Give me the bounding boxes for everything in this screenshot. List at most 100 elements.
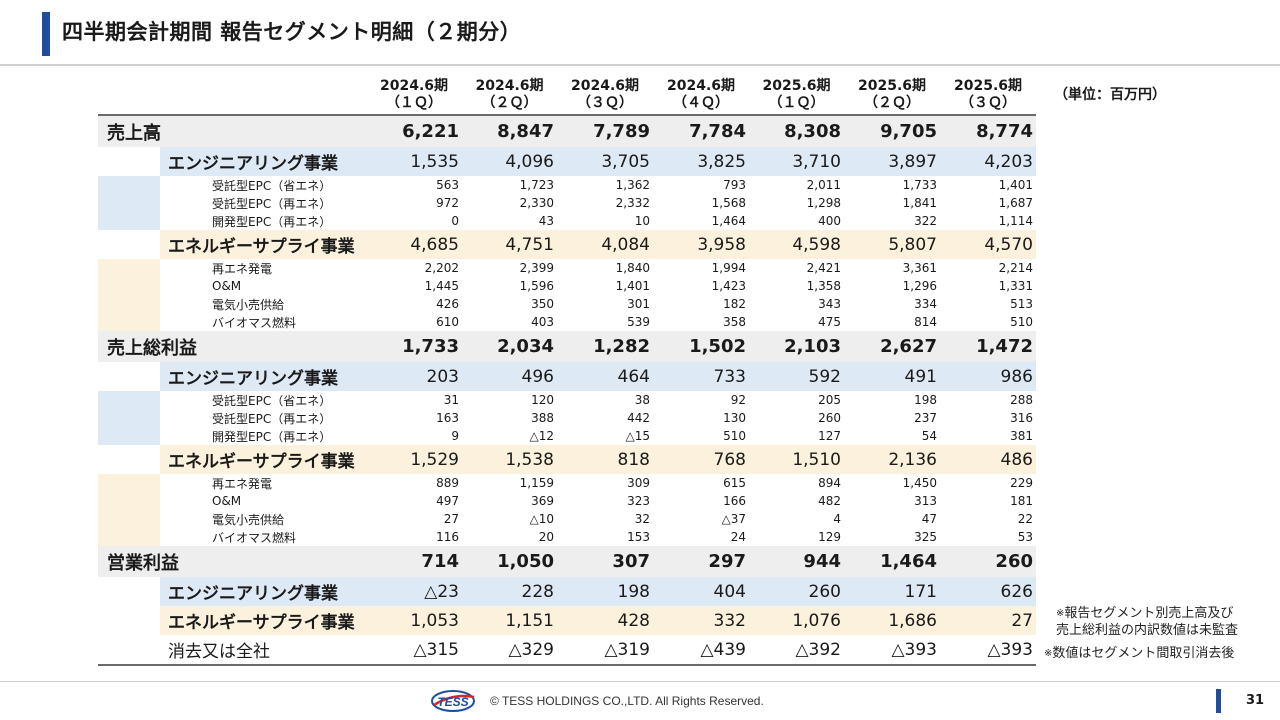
detail-value: 369 [462,492,557,510]
detail-value: 322 [844,212,940,230]
detail-value: △15 [557,427,653,445]
detail-value: 47 [844,510,940,528]
detail-row: 電気小売供給 27 △10 32 △37 4 47 22 [98,510,1036,528]
segment-color-band [98,427,160,445]
segment-value: 626 [940,577,1036,606]
period-year: 2024.6期 [570,78,640,94]
detail-value: 1,841 [844,194,940,212]
metric-label: 売上総利益 [98,331,366,362]
segment-color-band [98,194,160,212]
detail-label: バイオマス燃料 [160,528,366,546]
segment-value: 3,705 [557,147,653,176]
detail-row: 受託型EPC（再エネ） 163 388 442 130 260 237 316 [98,409,1036,427]
detail-value: 10 [557,212,653,230]
detail-value: 20 [462,528,557,546]
page-number: 31 [1246,693,1265,708]
detail-value: 198 [844,391,940,409]
detail-label: 受託型EPC（省エネ） [160,176,366,194]
detail-value: 31 [366,391,462,409]
elimination-row: 消去又は全社 △315 △329 △319 △439 △392 △393 △393 [98,635,1036,665]
detail-value: 2,202 [366,259,462,277]
detail-value: 1,464 [653,212,749,230]
segment-value: 1,053 [366,606,462,635]
metric-value: 1,464 [844,546,940,577]
metric-value: 1,733 [366,331,462,362]
detail-value: 1,298 [749,194,844,212]
segment-value: 768 [653,445,749,474]
detail-row: 開発型EPC（再エネ） 9 △12 △15 510 127 54 381 [98,427,1036,445]
elimination-value: △315 [413,639,459,660]
tess-logo: TESS [431,690,475,712]
detail-value: 1,568 [653,194,749,212]
segment-color-band [98,277,160,295]
segment-value: 1,151 [462,606,557,635]
row-indent [98,230,160,259]
detail-row: 開発型EPC（再エネ） 0 43 10 1,464 400 322 1,114 [98,212,1036,230]
segment-row: エネルギーサプライ事業 1,053 1,151 428 332 1,076 1,686 27 [98,606,1036,635]
detail-row: 再エネ発電 2,202 2,399 1,840 1,994 2,421 3,361 2,214 [98,259,1036,277]
period-quarter: （３Ｑ） [577,95,633,111]
detail-label: O&M [160,277,366,295]
metric-value: 6,221 [366,115,462,147]
metric-value: 2,034 [462,331,557,362]
metric-label: 営業利益 [98,546,366,577]
detail-row: バイオマス燃料 610 403 539 358 475 814 510 [98,313,1036,331]
segment-value: 4,570 [940,230,1036,259]
detail-value: 1,401 [557,277,653,295]
segment-value: 818 [557,445,653,474]
detail-value: 22 [940,510,1036,528]
row-indent [98,635,160,665]
segment-value: 1,686 [844,606,940,635]
metric-value: 9,705 [844,115,940,147]
segment-value: 592 [749,362,844,391]
segment-color-band [98,295,160,313]
period-header: 2024.6期 （３Ｑ） [557,76,653,115]
detail-value: 442 [557,409,653,427]
detail-value: 24 [653,528,749,546]
detail-value: 92 [653,391,749,409]
header-row: 2024.6期 （１Ｑ） 2024.6期 （２Ｑ） 2024.6期 （３Ｑ） 2024.6期… [98,76,1036,115]
logo-ring [431,690,475,712]
note1-line2: 売上総利益の内訳数値は未監査 [1056,623,1239,638]
period-quarter: （１Ｑ） [386,95,442,111]
metric-value: 297 [653,546,749,577]
segment-value: 203 [366,362,462,391]
detail-value: 2,330 [462,194,557,212]
detail-value: 288 [940,391,1036,409]
segment-value: 4,203 [940,147,1036,176]
detail-row: 再エネ発電 889 1,159 309 615 894 1,450 229 [98,474,1036,492]
period-year: 2024.6期 [379,78,449,94]
copyright: © TESS HOLDINGS CO.,LTD. All Rights Rese… [490,694,764,708]
note-mark: ※ [1056,608,1065,619]
metric-value: 714 [366,546,462,577]
metric-value: 8,847 [462,115,557,147]
elimination-value: △393 [987,639,1033,660]
segment-value: 428 [557,606,653,635]
detail-value: 163 [366,409,462,427]
detail-value: 182 [653,295,749,313]
detail-value: △12 [462,427,557,445]
detail-value: △10 [462,510,557,528]
detail-value: 130 [653,409,749,427]
period-quarter: （４Ｑ） [673,95,729,111]
segment-value: 3,958 [653,230,749,259]
segment-value: 404 [653,577,749,606]
detail-value: 1,358 [749,277,844,295]
detail-value: 1,687 [940,194,1036,212]
detail-row: 受託型EPC（省エネ） 31 120 38 92 205 198 288 [98,391,1036,409]
metric-value: 260 [940,546,1036,577]
detail-value: 237 [844,409,940,427]
detail-value: 388 [462,409,557,427]
detail-label: 開発型EPC（再エネ） [160,427,366,445]
detail-value: 510 [940,313,1036,331]
detail-label: 再エネ発電 [160,474,366,492]
segment-value: 228 [462,577,557,606]
elimination-value: △392 [795,639,841,660]
detail-value: 301 [557,295,653,313]
segment-value: 733 [653,362,749,391]
detail-label: 受託型EPC（再エネ） [160,409,366,427]
detail-value: 166 [653,492,749,510]
detail-value: 1,114 [940,212,1036,230]
period-year: 2025.6期 [953,78,1023,94]
segment-value: 171 [844,577,940,606]
